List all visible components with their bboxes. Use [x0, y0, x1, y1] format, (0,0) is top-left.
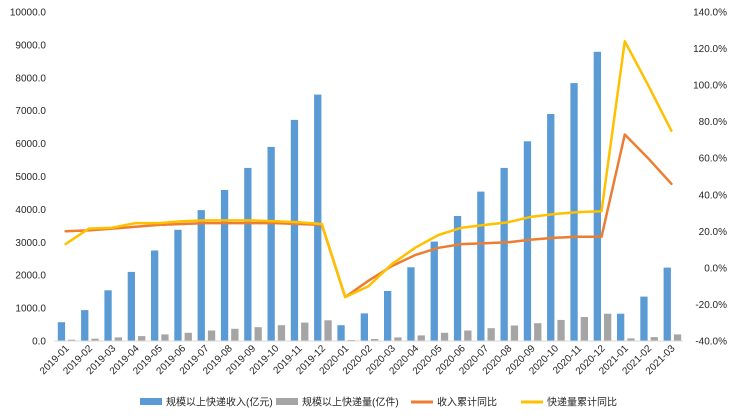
volume-bar	[487, 328, 495, 341]
right-y-axis: -40.0% -20.0% 0.0% 20.0% 40.0% 60.0% 80.0% 100.…	[693, 8, 727, 348]
revenue-bar	[617, 313, 625, 341]
volume-bar	[138, 336, 146, 341]
left-tick-label: 1000.0	[15, 304, 46, 315]
revenue-yoy-line	[64, 133, 673, 299]
revenue-bar	[663, 267, 671, 341]
left-tick-label: 0.0	[32, 337, 46, 348]
revenue-bar	[500, 167, 508, 341]
legend-label: 收入累计同比	[437, 396, 497, 409]
left-tick-label: 5000.0	[15, 172, 46, 183]
volume-bar	[627, 338, 635, 341]
revenue-bar	[477, 191, 485, 341]
volume-bar	[301, 322, 309, 341]
revenue-bar	[197, 210, 205, 341]
right-tick-label: 40.0%	[699, 190, 727, 201]
volume-bar	[114, 337, 122, 341]
volume-bar	[650, 337, 658, 341]
volume-yoy-line	[64, 39, 673, 299]
revenue-bar	[220, 190, 229, 341]
revenue-bar	[593, 51, 601, 342]
volume-bar	[184, 332, 192, 341]
revenue-bar	[640, 296, 648, 341]
lines	[64, 39, 673, 299]
volume-bar	[440, 332, 449, 341]
right-tick-label: 0.0%	[704, 263, 727, 274]
volume-bar	[464, 330, 472, 341]
volume-bar	[231, 328, 239, 341]
volume-bar	[673, 334, 682, 341]
revenue-bar	[337, 325, 345, 341]
volume-bar	[161, 334, 169, 341]
left-tick-label: 8000.0	[15, 73, 46, 84]
right-tick-label: 140.0%	[693, 8, 727, 19]
volume-bar	[510, 325, 519, 341]
revenue-bar	[151, 250, 159, 341]
revenue-bar	[57, 322, 66, 341]
volume-bar	[207, 330, 216, 341]
left-y-axis: 0.0 1000.0 2000.0 3000.0 4000.0 5000.0 6000.0 7…	[10, 8, 47, 348]
left-tick-label: 3000.0	[15, 238, 46, 249]
revenue-bar	[453, 216, 462, 341]
volume-bar	[254, 327, 262, 341]
legend-label: 规模以上快递收入(亿元)	[166, 396, 273, 409]
legend: 规模以上快递收入(亿元) 规模以上快递量(亿件) 收入累计同比 快递量累计同比	[140, 396, 617, 409]
legend-label: 快递量累计同比	[547, 396, 617, 409]
volume-bar	[417, 335, 425, 341]
left-tick-label: 9000.0	[15, 40, 46, 51]
revenue-bar	[407, 267, 415, 341]
volume-bar	[534, 323, 542, 341]
volume-bar	[371, 339, 379, 341]
legend-label: 规模以上快递量(亿件)	[302, 396, 399, 409]
right-tick-label: 120.0%	[693, 44, 727, 55]
volume-bar	[604, 313, 612, 341]
left-tick-label: 10000.0	[10, 8, 47, 19]
volume-bar	[580, 317, 588, 341]
revenue-bar	[104, 290, 112, 341]
left-tick-label: 6000.0	[15, 139, 46, 150]
legend-swatch	[140, 398, 162, 405]
left-tick-label: 7000.0	[15, 106, 46, 117]
right-tick-label: -20.0%	[695, 300, 727, 311]
revenue-bar	[547, 114, 555, 341]
revenue-bar	[290, 119, 299, 342]
x-axis-labels: 2019-012019-022019-032019-042019-052019-…	[38, 343, 678, 377]
volume-bar	[324, 320, 332, 341]
revenue-bar	[360, 313, 368, 341]
left-tick-label: 2000.0	[15, 271, 46, 282]
right-tick-label: 80.0%	[699, 117, 727, 128]
revenue-bar	[430, 241, 438, 341]
bars	[57, 51, 682, 342]
left-tick-label: 4000.0	[15, 205, 46, 216]
revenue-bar	[174, 229, 182, 341]
revenue-bar	[314, 94, 322, 341]
volume-bar	[277, 325, 286, 341]
revenue-bar	[267, 146, 275, 341]
legend-swatch	[276, 398, 298, 405]
revenue-bar	[244, 167, 252, 341]
revenue-bar	[127, 271, 135, 341]
right-tick-label: 100.0%	[693, 81, 727, 92]
volume-bar	[91, 338, 99, 341]
revenue-bar	[81, 310, 89, 341]
revenue-bar	[384, 291, 392, 341]
right-tick-label: 60.0%	[699, 154, 727, 165]
right-tick-label: 20.0%	[699, 227, 727, 238]
volume-bar	[557, 319, 565, 341]
volume-bar	[68, 339, 76, 341]
right-tick-label: -40.0%	[695, 337, 727, 348]
volume-bar	[394, 337, 402, 341]
